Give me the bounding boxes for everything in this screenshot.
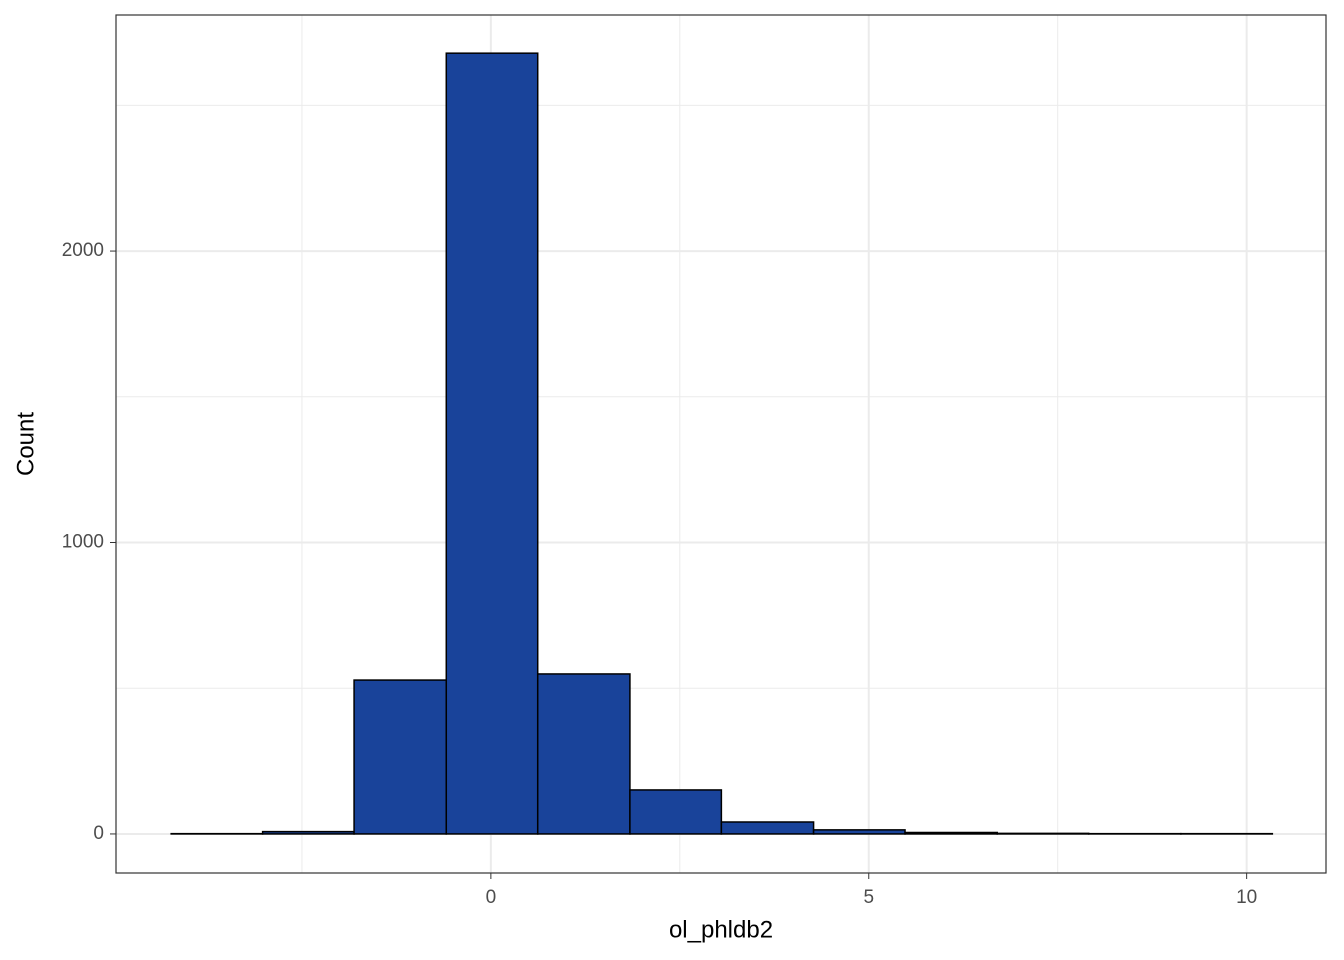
y-axis-title: Count — [12, 412, 39, 476]
bar — [996, 832, 1090, 835]
x-tick-label: 5 — [863, 887, 874, 908]
bar — [812, 829, 906, 835]
bar — [261, 830, 355, 835]
bar — [353, 679, 448, 835]
bar — [904, 831, 998, 835]
x-axis-title: ol_phldb2 — [669, 916, 773, 943]
y-tick-label: 2000 — [62, 240, 104, 261]
panel-border — [115, 14, 1327, 874]
bar — [536, 673, 631, 835]
x-tick-label: 0 — [486, 887, 497, 908]
bar — [629, 789, 723, 835]
x-tick-label: 10 — [1236, 887, 1257, 908]
y-tick-label: 1000 — [62, 532, 104, 553]
bar — [720, 821, 815, 835]
y-tick-label: 0 — [93, 823, 104, 844]
bar — [445, 52, 539, 835]
